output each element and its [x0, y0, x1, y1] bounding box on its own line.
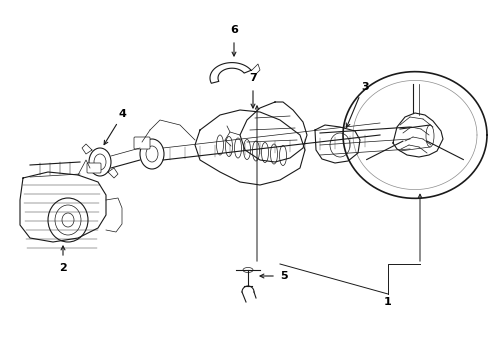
Text: 7: 7 — [249, 73, 257, 83]
Ellipse shape — [94, 154, 106, 170]
Ellipse shape — [426, 125, 434, 147]
Text: 6: 6 — [230, 25, 238, 35]
FancyBboxPatch shape — [87, 163, 101, 173]
Ellipse shape — [146, 146, 158, 162]
Text: 4: 4 — [118, 109, 126, 119]
Text: 5: 5 — [280, 271, 288, 281]
Ellipse shape — [89, 148, 111, 176]
Text: 3: 3 — [361, 82, 369, 92]
Ellipse shape — [140, 139, 164, 169]
Text: 2: 2 — [59, 263, 67, 273]
Text: 1: 1 — [384, 297, 392, 307]
FancyBboxPatch shape — [134, 137, 150, 149]
Ellipse shape — [243, 267, 253, 273]
